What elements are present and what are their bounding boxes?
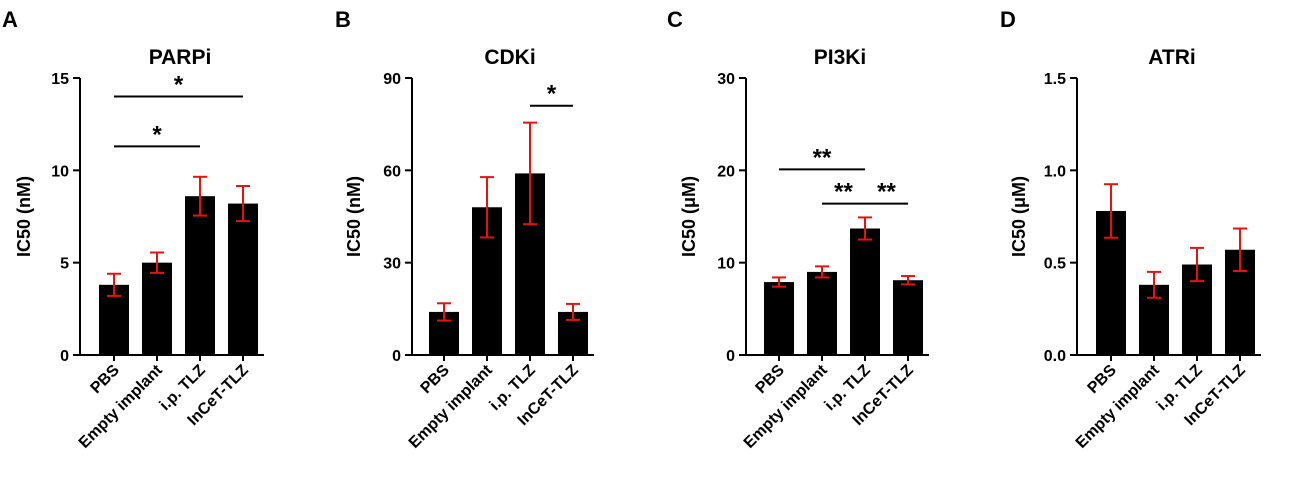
y-tick-label: 5 [60,256,69,273]
y-tick-label: 0 [726,348,735,365]
category-label: PBS [88,362,124,398]
y-tick-label: 10 [51,163,69,180]
panel-letter: D [1000,7,1016,32]
y-tick-label: 0.5 [1044,256,1066,273]
chart-title: PI3Ki [814,46,867,69]
significance-label: ** [813,144,832,171]
panel-letter: A [2,7,18,32]
bar [185,196,215,355]
chart-title: PARPi [149,46,212,69]
category-label: PBS [418,362,454,398]
significance-label: * [152,121,162,148]
y-tick-label: 30 [717,71,735,88]
chart-title: CDKi [484,46,535,69]
significance-label: ** [834,179,853,206]
y-tick-label: 60 [383,163,401,180]
y-tick-label: 1.0 [1044,163,1066,180]
y-tick-label: 20 [717,163,735,180]
bar [850,228,880,355]
y-tick-label: 0 [392,348,401,365]
category-label: PBS [1085,362,1121,398]
bar [807,271,837,355]
significance-label: * [174,71,184,98]
y-axis-label: IC50 (μM) [679,176,699,257]
significance-label: ** [877,179,896,206]
y-tick-label: 30 [383,256,401,273]
y-axis-label: IC50 (nM) [344,176,364,257]
significance-label: * [547,81,557,108]
bar [142,262,172,355]
y-tick-label: 15 [51,71,69,88]
y-tick-label: 90 [383,71,401,88]
y-tick-label: 0 [60,348,69,365]
y-tick-label: 0.0 [1044,348,1066,365]
bar [764,282,794,355]
panel-letter: C [667,7,683,32]
y-axis-label: IC50 (nM) [14,176,34,257]
category-label: PBS [753,362,789,398]
chart-title: ATRi [1148,46,1195,69]
bar [893,280,923,355]
bar [228,203,258,355]
y-tick-label: 1.5 [1044,71,1066,88]
y-axis-label: IC50 (μM) [1009,176,1029,257]
panel-letter: B [335,7,351,32]
y-tick-label: 10 [717,256,735,273]
